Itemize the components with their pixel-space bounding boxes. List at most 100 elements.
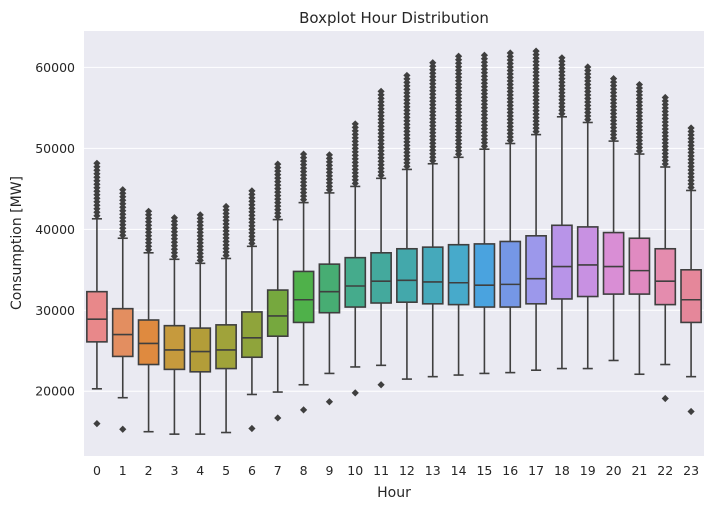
flier-point xyxy=(170,214,179,222)
box-series xyxy=(86,47,702,435)
x-tick-label: 6 xyxy=(248,463,256,478)
flier-point xyxy=(351,120,359,128)
flier-point xyxy=(558,54,566,62)
box-hour-19 xyxy=(576,63,599,370)
flier-point xyxy=(248,187,256,195)
flier-point xyxy=(274,160,282,168)
x-tick-label: 20 xyxy=(606,463,622,478)
flier-point xyxy=(454,52,463,60)
box-hour-4 xyxy=(189,211,212,435)
box-iqr xyxy=(525,235,547,305)
x-tick-label: 2 xyxy=(145,463,153,478)
box-iqr xyxy=(163,324,186,371)
box-iqr xyxy=(602,231,625,295)
flier-point xyxy=(325,151,334,159)
x-tick-label: 1 xyxy=(119,463,127,478)
box-iqr xyxy=(654,247,677,306)
y-axis-ticks: 20000 30000 40000 50000 60000 xyxy=(35,60,75,399)
flier-point xyxy=(93,420,101,428)
flier-point xyxy=(687,124,695,132)
x-tick-label: 17 xyxy=(528,463,544,478)
x-tick-label: 15 xyxy=(476,463,492,478)
box-hour-20 xyxy=(602,74,625,362)
x-axis-ticks: 0 1 2 3 4 5 6 7 8 9 10 11 12 13 14 15 16 17 18 19 20 21 22 23 xyxy=(93,463,699,478)
box-hour-5 xyxy=(215,202,237,434)
chart-title: Boxplot Hour Distribution xyxy=(299,9,489,27)
x-tick-label: 0 xyxy=(93,463,101,478)
y-tick-label: 20000 xyxy=(35,384,75,399)
flier-point xyxy=(325,398,334,406)
flier-point xyxy=(403,71,411,80)
box-hour-6 xyxy=(241,187,263,433)
box-hour-15 xyxy=(473,51,496,375)
x-tick-label: 4 xyxy=(196,463,204,478)
box-iqr xyxy=(499,240,522,308)
flier-point xyxy=(377,381,385,389)
box-iqr xyxy=(241,311,263,359)
x-tick-label: 7 xyxy=(274,463,282,478)
flier-point xyxy=(196,211,204,219)
box-hour-1 xyxy=(111,186,134,433)
box-hour-22 xyxy=(654,93,677,403)
box-iqr xyxy=(111,307,134,358)
flier-point xyxy=(299,406,308,414)
x-tick-label: 16 xyxy=(502,463,518,478)
flier-point xyxy=(144,207,153,215)
box-hour-7 xyxy=(266,160,289,422)
box-iqr xyxy=(628,237,651,295)
y-tick-label: 40000 xyxy=(35,222,75,237)
box-iqr xyxy=(370,252,392,304)
x-tick-label: 22 xyxy=(657,463,673,478)
x-tick-label: 18 xyxy=(554,463,570,478)
box-iqr xyxy=(266,289,289,337)
x-tick-label: 19 xyxy=(580,463,596,478)
flier-point xyxy=(506,49,514,57)
x-tick-label: 3 xyxy=(170,463,178,478)
x-tick-label: 23 xyxy=(683,463,699,478)
box-hour-18 xyxy=(551,54,573,370)
box-iqr xyxy=(551,224,573,300)
box-iqr xyxy=(86,290,108,343)
box-iqr xyxy=(680,269,702,324)
box-iqr xyxy=(421,246,444,305)
flier-point xyxy=(584,63,592,71)
box-iqr xyxy=(137,319,160,366)
flier-point xyxy=(119,425,127,433)
box-hour-0 xyxy=(86,159,108,428)
plot-area xyxy=(84,31,704,456)
flier-point xyxy=(93,159,101,167)
flier-point xyxy=(351,389,359,397)
x-axis-label: Hour xyxy=(377,485,411,501)
box-iqr xyxy=(447,243,470,306)
box-hour-12 xyxy=(396,71,418,380)
box-hour-17 xyxy=(525,47,547,371)
flier-point xyxy=(532,47,540,55)
x-tick-label: 14 xyxy=(451,463,467,478)
flier-point xyxy=(299,150,308,158)
y-tick-label: 60000 xyxy=(35,60,75,75)
x-tick-label: 9 xyxy=(325,463,333,478)
box-iqr xyxy=(576,226,599,298)
flier-point xyxy=(661,93,669,102)
box-hour-16 xyxy=(499,49,522,374)
flier-point xyxy=(635,80,644,89)
box-hour-3 xyxy=(163,214,186,435)
box-iqr xyxy=(344,256,367,308)
x-tick-label: 8 xyxy=(300,463,308,478)
box-iqr xyxy=(215,324,237,370)
y-tick-label: 50000 xyxy=(35,141,75,156)
flier-point xyxy=(119,186,127,194)
flier-point xyxy=(609,74,618,83)
y-axis-label: Consumption [MW] xyxy=(9,176,25,310)
box-iqr xyxy=(473,243,496,308)
y-tick-label: 30000 xyxy=(35,303,75,318)
flier-point xyxy=(687,407,695,416)
flier-point xyxy=(274,414,282,422)
gridlines xyxy=(84,66,704,392)
box-hour-11 xyxy=(370,87,392,389)
box-hour-21 xyxy=(628,80,651,376)
box-iqr xyxy=(396,247,418,303)
box-iqr xyxy=(292,270,315,324)
x-tick-label: 21 xyxy=(631,463,647,478)
